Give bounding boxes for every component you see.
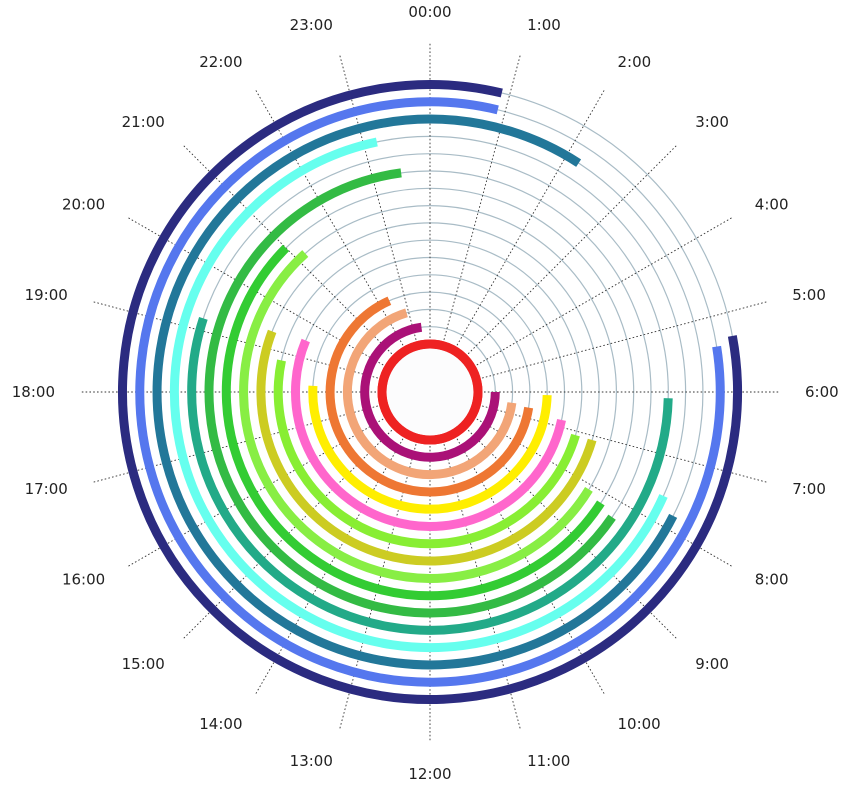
hour-label: 7:00 [792,480,826,498]
series-arc [135,97,725,687]
series-arc [239,250,593,583]
hour-label: 9:00 [695,655,729,673]
hour-label: 8:00 [755,571,789,589]
hour-label: 12:00 [408,765,451,783]
hour-label: 6:00 [805,383,839,401]
series-arc [273,359,580,549]
hour-label: 3:00 [695,113,729,131]
series-arc [308,385,552,514]
series-arc [325,296,534,497]
hour-label: 23:00 [290,16,333,34]
series-arc [360,322,500,462]
hour-label: 5:00 [792,286,826,304]
series-arc [118,80,742,705]
center-ring [377,339,483,445]
hour-label: 15:00 [122,655,165,673]
hour-label: 21:00 [122,113,165,131]
series-arc [187,316,673,635]
hour-spoke [467,144,678,355]
hour-label: 4:00 [755,196,789,214]
hour-label: 19:00 [25,286,68,304]
hour-label: 18:00 [12,383,55,401]
hour-label: 16:00 [62,571,105,589]
series-arcs [118,80,742,705]
series-arc [152,114,678,670]
hour-labels: 00:00 1:00 2:00 3:00 4:00 5:00 6:00 7:00 8:00 9:0… [12,3,839,783]
center-fill [386,348,474,436]
hour-spoke [482,300,769,379]
series-arc [342,308,517,480]
hour-spoke [443,53,522,340]
hour-label: 00:00 [408,3,451,21]
hour-label: 20:00 [62,196,105,214]
series-arc [256,329,597,566]
series-arc [221,244,605,601]
hour-label: 22:00 [199,53,242,71]
hour-label: 11:00 [527,752,570,770]
series-arc [204,168,616,618]
hour-label: 10:00 [618,715,661,733]
hour-label: 17:00 [25,480,68,498]
series-arc [169,137,668,653]
center-disc [377,339,483,445]
series-arc [291,338,566,531]
hour-label: 1:00 [527,16,561,34]
hour-label: 14:00 [199,715,242,733]
hour-spoke [476,216,734,366]
hour-label: 2:00 [618,53,652,71]
hour-label: 13:00 [290,752,333,770]
